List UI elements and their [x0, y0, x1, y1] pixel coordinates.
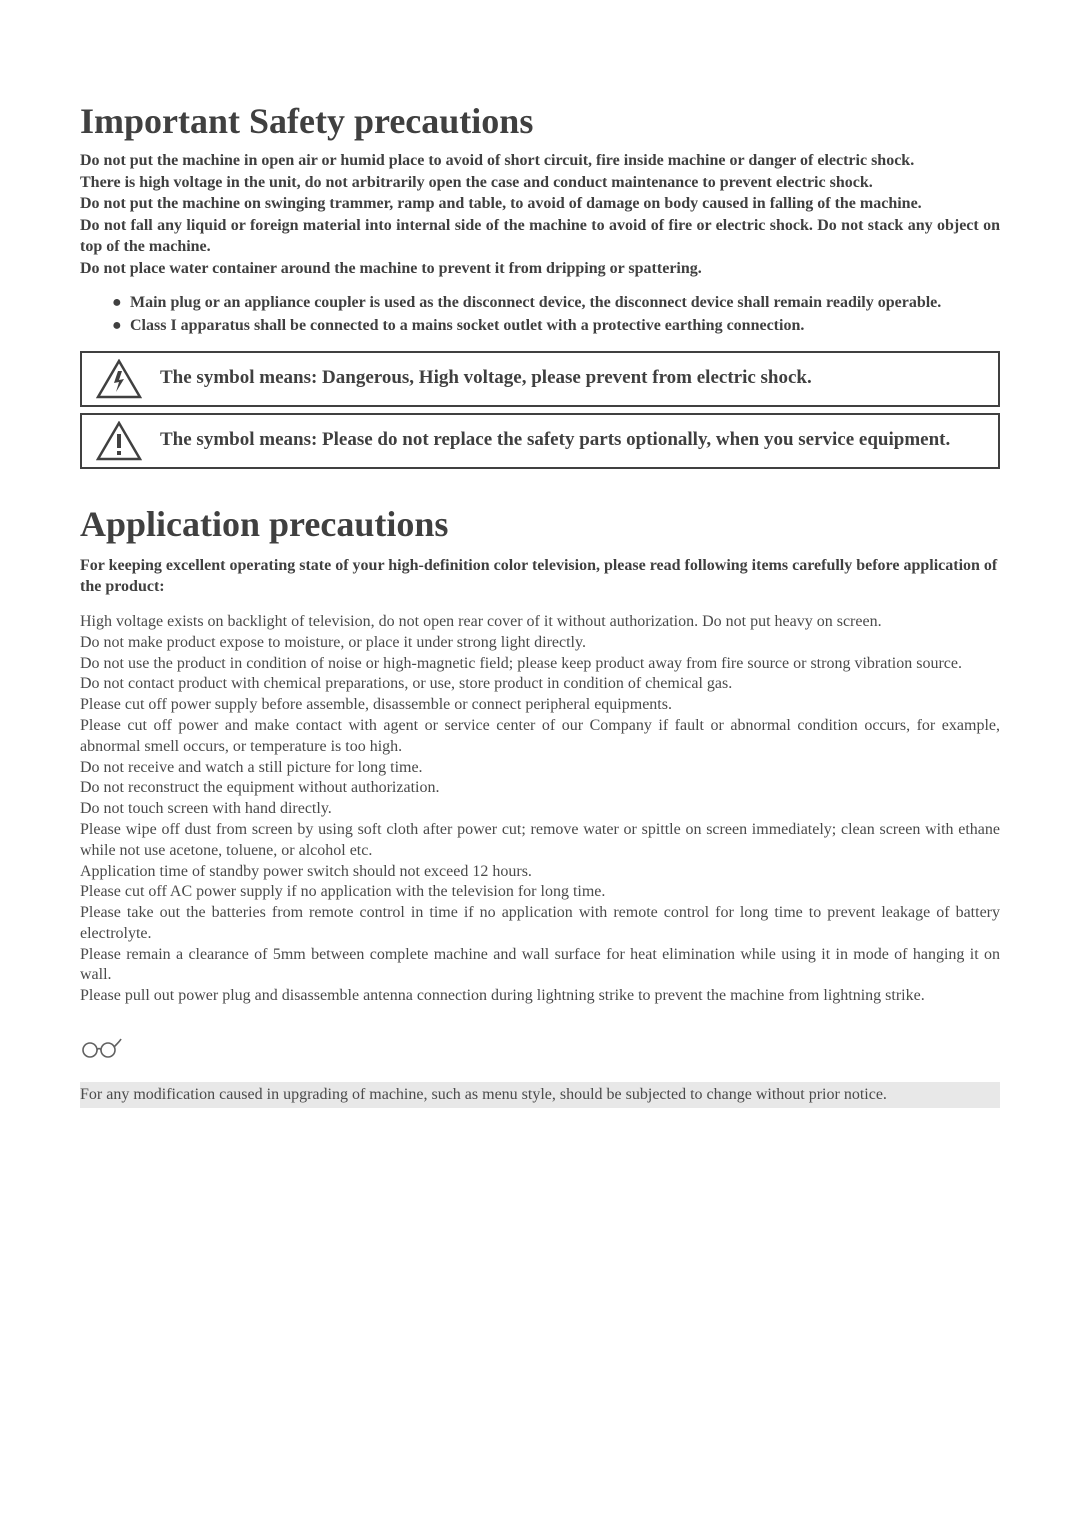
application-heading: Application precautions — [80, 503, 1000, 545]
safety-bullets: Main plug or an appliance coupler is use… — [112, 292, 1000, 337]
application-intro: For keeping excellent operating state of… — [80, 555, 1000, 598]
glasses-icon — [80, 1037, 1000, 1064]
app-para-7: Do not receive and watch a still picture… — [80, 758, 1000, 779]
app-para-4: Do not contact product with chemical pre… — [80, 674, 1000, 695]
safety-para-3: Do not put the machine on swinging tramm… — [80, 193, 1000, 215]
lightning-triangle-icon — [96, 359, 142, 399]
app-para-13: Please take out the batteries from remot… — [80, 903, 1000, 945]
safety-bullet-2: Class I apparatus shall be connected to … — [112, 315, 1000, 337]
exclamation-triangle-icon — [96, 421, 142, 461]
app-para-11: Application time of standby power switch… — [80, 862, 1000, 883]
app-para-3: Do not use the product in condition of n… — [80, 654, 1000, 675]
safety-para-5: Do not place water container around the … — [80, 258, 1000, 280]
app-para-1: High voltage exists on backlight of tele… — [80, 612, 1000, 633]
app-para-12: Please cut off AC power supply if no app… — [80, 882, 1000, 903]
warning-box-shock: The symbol means: Dangerous, High voltag… — [80, 351, 1000, 407]
safety-para-1: Do not put the machine in open air or hu… — [80, 150, 1000, 172]
warning-box-service: The symbol means: Please do not replace … — [80, 413, 1000, 469]
safety-bullet-1: Main plug or an appliance coupler is use… — [112, 292, 1000, 314]
warning-box-service-text: The symbol means: Please do not replace … — [160, 428, 950, 453]
upgrade-notice: For any modification caused in upgrading… — [80, 1082, 1000, 1108]
safety-para-2: There is high voltage in the unit, do no… — [80, 172, 1000, 194]
app-para-9: Do not touch screen with hand directly. — [80, 799, 1000, 820]
safety-heading: Important Safety precautions — [80, 100, 1000, 142]
app-para-8: Do not reconstruct the equipment without… — [80, 778, 1000, 799]
app-para-2: Do not make product expose to moisture, … — [80, 633, 1000, 654]
warning-box-shock-text: The symbol means: Dangerous, High voltag… — [160, 366, 812, 391]
app-para-15: Please pull out power plug and disassemb… — [80, 986, 1000, 1007]
safety-para-4: Do not fall any liquid or foreign materi… — [80, 215, 1000, 258]
app-para-5: Please cut off power supply before assem… — [80, 695, 1000, 716]
app-para-6: Please cut off power and make contact wi… — [80, 716, 1000, 758]
app-para-14: Please remain a clearance of 5mm between… — [80, 945, 1000, 987]
app-para-10: Please wipe off dust from screen by usin… — [80, 820, 1000, 862]
